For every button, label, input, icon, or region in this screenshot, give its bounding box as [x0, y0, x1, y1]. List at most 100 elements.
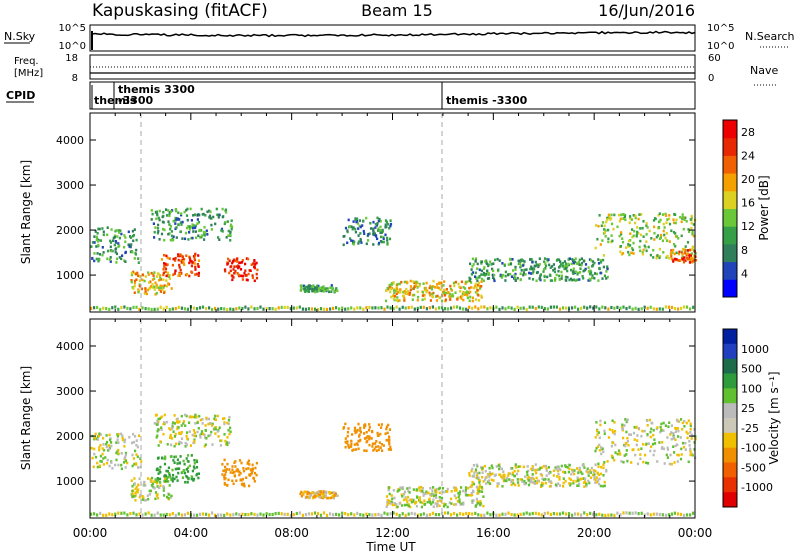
y-tick-label: 1000 — [56, 475, 84, 488]
station-title: Kapuskasing (fitACF) — [92, 1, 268, 21]
echo-region — [153, 413, 232, 448]
power-colorbar-tick: 24 — [741, 149, 755, 162]
cpid-entry-2: themis 3300 — [118, 83, 195, 96]
echo-region — [130, 476, 173, 502]
noise-right-label: N.Search — [745, 30, 795, 43]
echo-region — [342, 422, 392, 453]
velocity-colorbar-segment — [723, 418, 737, 434]
power-colorbar-segment — [723, 155, 737, 174]
x-tick-label: 16:00 — [476, 526, 511, 540]
velocity-colorbar-segment — [723, 492, 737, 508]
velocity-colorbar-segment — [723, 477, 737, 493]
power-colorbar-label: Power [dB] — [757, 175, 771, 240]
echo-region — [468, 463, 608, 488]
velocity-colorbar-label: Velocity [m s⁻¹] — [767, 371, 781, 464]
nave-label: Nave — [750, 64, 778, 77]
x-tick-label: 08:00 — [274, 526, 309, 540]
near-range-band — [90, 305, 695, 312]
echo-region — [130, 270, 173, 296]
echo-region — [468, 257, 609, 283]
cpid-entry-3: -3300 — [118, 94, 154, 107]
x-tick-label: 04:00 — [174, 526, 209, 540]
freq-label-1: Freq. — [14, 56, 39, 67]
echo-region — [385, 485, 485, 509]
velocity-colorbar-tick: 25 — [741, 402, 755, 415]
velocity-colorbar-segment — [723, 343, 737, 360]
velocity-panel: 1000 2000 3000 4000 Slant Range [km] — [19, 318, 697, 519]
velocity-ylabel: Slant Range [km] — [19, 366, 33, 470]
power-colorbar-tick: 8 — [741, 244, 748, 257]
frequency-panel: Freq. [MHz] 18 8 60 0 Nave — [14, 53, 778, 86]
nave-tick-bottom: 0 — [708, 73, 714, 84]
echo-region — [221, 458, 258, 488]
noise-trace — [91, 30, 696, 38]
echo-region — [155, 454, 200, 484]
velocity-colorbar-segment — [723, 403, 737, 419]
y-tick-label: 3000 — [56, 385, 84, 398]
noise-right-tick-top: 10^5 — [707, 23, 734, 34]
x-tick-label: 20:00 — [577, 526, 612, 540]
x-axis-title: Time UT — [365, 540, 416, 554]
velocity-colorbar-segment — [723, 432, 737, 449]
echo-region — [669, 248, 698, 264]
power-colorbar-tick: 16 — [741, 197, 755, 210]
velocity-colorbar: 1000 500 100 25 -25 -100 -500 -1000 Velocity [m… — [722, 328, 781, 508]
x-tick-label: 00:00 — [73, 526, 108, 540]
noise-left-tick-bottom: 10^0 — [59, 41, 86, 52]
echo-region — [594, 418, 697, 466]
y-tick-label: 4000 — [56, 340, 84, 353]
cpid-label: CPID — [6, 89, 35, 102]
near-range-band — [90, 511, 695, 518]
freq-tick-bottom: 8 — [72, 73, 78, 84]
velocity-colorbar-tick: 1000 — [741, 343, 769, 356]
power-colorbar-tick: 12 — [741, 220, 755, 233]
power-colorbar-tick: 20 — [741, 173, 755, 186]
echo-region — [90, 226, 140, 264]
freq-label-2: [MHz] — [14, 68, 43, 79]
echo-region — [90, 432, 143, 471]
cpid-panel: CPID themis themis 3300 -3300 themis -33… — [6, 81, 696, 110]
power-colorbar-segment — [723, 243, 737, 263]
x-axis-ticks: 00:00 04:00 08:00 12:00 16:00 20:00 00:00 — [73, 526, 713, 540]
power-colorbar-segment — [723, 190, 737, 209]
power-ylabel: Slant Range [km] — [19, 160, 33, 264]
power-colorbar-segment — [723, 279, 737, 298]
cpid-entry-1: themis — [94, 94, 137, 107]
velocity-echo-layer — [90, 413, 697, 518]
echo-region — [299, 490, 339, 500]
velocity-colorbar-segment — [723, 329, 737, 345]
noise-panel: N.Sky 10^5 10^0 10^5 10^0 N.Search — [4, 23, 795, 52]
x-tick-label: 12:00 — [375, 526, 410, 540]
y-tick-label: 4000 — [56, 134, 84, 147]
power-colorbar-segment — [723, 137, 737, 156]
beam-title: Beam 15 — [361, 1, 433, 20]
power-echo-layer — [90, 207, 698, 312]
power-colorbar-tick: 28 — [741, 126, 755, 139]
velocity-colorbar-segment — [723, 388, 737, 404]
echo-region — [342, 216, 393, 247]
x-tick-label: 00:00 — [678, 526, 713, 540]
power-colorbar-segment — [723, 208, 737, 227]
noise-left-label: N.Sky — [4, 30, 36, 43]
y-tick-label: 2000 — [56, 224, 84, 237]
velocity-colorbar-segment — [723, 358, 737, 374]
power-colorbar-tick: 4 — [741, 267, 748, 280]
power-panel: 1000 2000 3000 4000 Slant Range [km] — [19, 112, 698, 313]
velocity-colorbar-tick: -100 — [741, 442, 766, 455]
velocity-colorbar-segment — [723, 447, 737, 463]
velocity-colorbar-tick: -1000 — [741, 481, 773, 494]
echo-region — [299, 284, 339, 294]
echo-region — [385, 279, 483, 303]
y-tick-label: 3000 — [56, 179, 84, 192]
velocity-colorbar-tick: 500 — [741, 363, 762, 376]
y-tick-label: 1000 — [56, 269, 84, 282]
echo-region — [150, 207, 234, 242]
noise-right-tick-bottom: 10^0 — [707, 41, 734, 52]
freq-tick-top: 18 — [65, 53, 78, 64]
echo-region — [223, 257, 259, 283]
power-colorbar-segment — [723, 261, 737, 280]
velocity-colorbar-tick: -500 — [741, 461, 766, 474]
noise-left-tick-top: 10^5 — [59, 23, 86, 34]
power-colorbar-segment — [723, 226, 737, 245]
